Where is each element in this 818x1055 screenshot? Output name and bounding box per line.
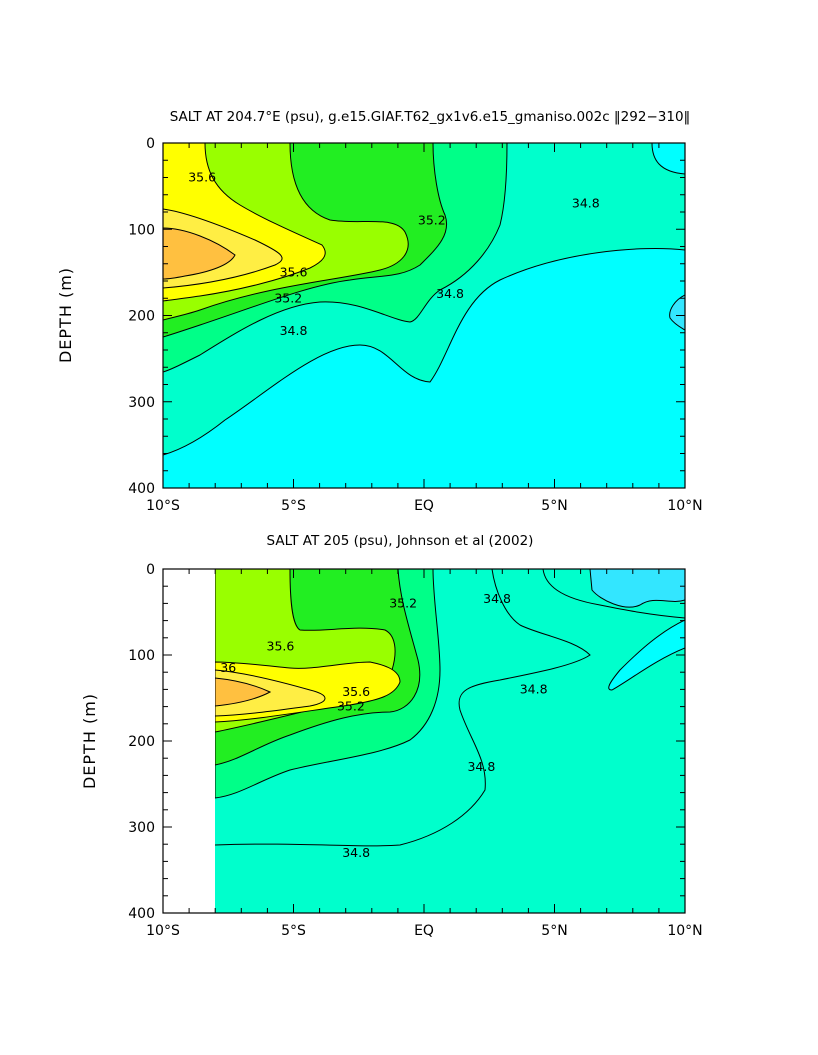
band-36.0-bottom [215,677,272,707]
bottom-x-tick-label: EQ [414,923,434,939]
bottom-x-tick-label: 10°N [667,923,702,939]
band-35.8-bottom [215,669,326,717]
bottom-filled-contours [215,569,685,913]
bottom-contour-label: 34.8 [342,845,370,860]
bottom-ylabel: DEPTH (m) [80,693,99,789]
bottom-contour-label: 34.8 [467,759,495,774]
top-contour-label: 35.2 [418,213,446,228]
top-filled-contours [163,143,685,488]
top-contour-labels: 35.6 35.2 34.8 35.6 35.2 34.8 34.8 [188,170,600,339]
band-36.0 [163,227,236,280]
band-34.6-edge [542,569,685,619]
top-y-tick-label: 0 [146,136,155,152]
bottom-y-tick-label: 200 [128,734,155,750]
top-contour-label: 34.8 [280,323,308,338]
bottom-x-tick-label: 10°S [146,923,180,939]
top-contour-label: 35.2 [274,290,302,305]
bottom-contour-label: 34.8 [483,591,511,606]
bottom-contour-label: 34.8 [520,681,548,696]
top-contour-label: 35.6 [188,170,216,185]
top-y-tick-label: 100 [128,222,155,238]
top-x-tick-label: 10°N [667,498,702,514]
top-contour-label: 35.6 [280,264,308,279]
bottom-ticks: 10°S 5°S EQ 5°N 10°N 0 100 200 300 400 [128,562,702,939]
bottom-panel: SALT AT 205 (psu), Johnson et al (2002) … [80,533,703,939]
top-x-tick-label: EQ [414,498,434,514]
bottom-contour-label: 35.2 [337,699,365,714]
bottom-contour-label: 35.2 [389,595,417,610]
top-y-tick-label: 300 [128,395,155,411]
bottom-contour-label: 36 [220,660,236,675]
top-x-tick-label: 5°N [541,498,567,514]
bottom-x-tick-label: 5°S [281,923,306,939]
bottom-y-tick-label: 300 [128,820,155,836]
top-ticks: 10°S 5°S EQ 5°N 10°N 0 100 200 300 400 [128,136,702,514]
top-ylabel: DEPTH (m) [56,267,75,363]
band-fresh-pocket [669,294,685,331]
bottom-y-tick-label: 0 [146,562,155,578]
top-contour-label: 34.8 [436,286,464,301]
bottom-contour-label: 35.6 [342,684,370,699]
band-34.4-bottom [589,569,685,608]
top-y-tick-label: 400 [128,481,155,497]
top-x-tick-label: 10°S [146,498,180,514]
contour-34.8-line [215,569,591,847]
top-y-tick-label: 200 [128,309,155,325]
top-title: SALT AT 204.7°E (psu), g.e15.GIAF.T62_gx… [170,109,691,125]
top-panel: SALT AT 204.7°E (psu), g.e15.GIAF.T62_gx… [56,109,703,514]
band-fresh-top [651,143,685,175]
band-34.6-bottom [543,569,685,691]
bottom-contour-label: 35.6 [267,638,295,653]
bottom-y-tick-label: 100 [128,648,155,664]
bottom-y-tick-label: 400 [128,906,155,922]
bottom-x-tick-label: 5°N [541,923,567,939]
top-contour-label: 34.8 [572,195,600,210]
bottom-title: SALT AT 205 (psu), Johnson et al (2002) [267,533,534,549]
top-x-tick-label: 5°S [281,498,306,514]
